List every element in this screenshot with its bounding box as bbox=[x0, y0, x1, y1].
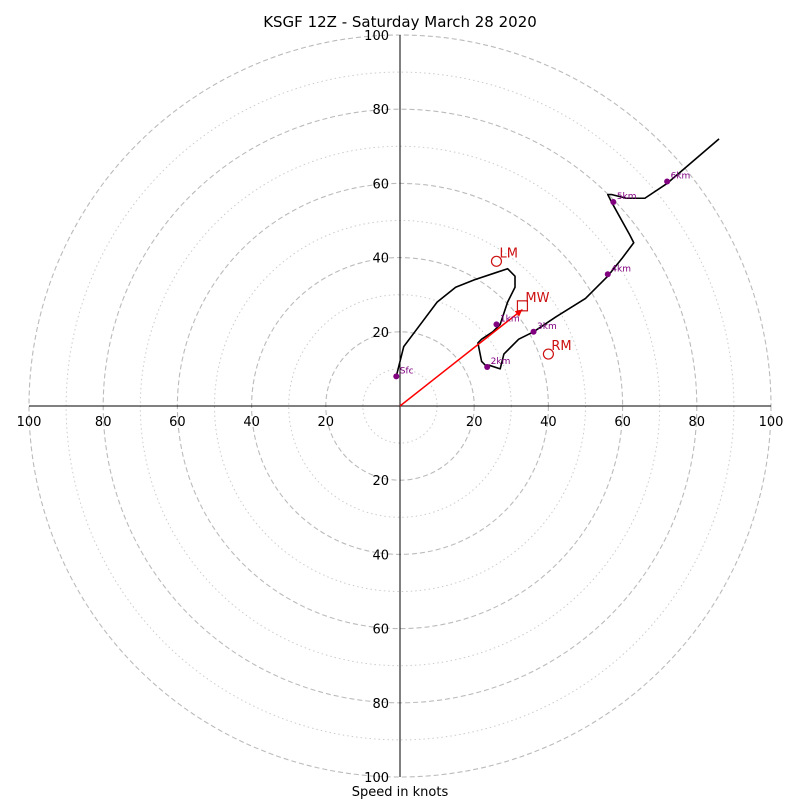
storm-motion-markers: LM MW RM bbox=[490, 246, 572, 360]
height-marker-6km bbox=[664, 178, 671, 185]
y-tick-down-100: 100 bbox=[364, 771, 389, 786]
x-tick-left-60: 60 bbox=[169, 415, 186, 430]
height-marker-4km bbox=[604, 271, 611, 278]
storm-label-mw: MW bbox=[525, 291, 549, 306]
height-marker-2km bbox=[484, 364, 491, 371]
tick-labels: 100 80 60 40 20 20 40 60 80 100 20 40 60 80 100 20 40 60 8… bbox=[17, 29, 784, 786]
x-tick-left-20: 20 bbox=[318, 415, 335, 430]
x-tick-right-40: 40 bbox=[540, 415, 557, 430]
height-marker-5km bbox=[610, 198, 617, 205]
x-tick-right-20: 20 bbox=[466, 415, 483, 430]
x-tick-right-100: 100 bbox=[759, 415, 784, 430]
y-tick-down-40: 40 bbox=[372, 548, 389, 563]
x-axis-label: Speed in knots bbox=[352, 785, 449, 800]
height-label-5km: 5km bbox=[617, 192, 637, 202]
y-tick-up-40: 40 bbox=[372, 252, 389, 267]
storm-label-rm: RM bbox=[551, 339, 571, 354]
height-label-3km: 3km bbox=[537, 322, 557, 332]
x-tick-left-40: 40 bbox=[243, 415, 260, 430]
height-label-1km: 1km bbox=[500, 314, 520, 324]
y-tick-down-60: 60 bbox=[372, 623, 389, 638]
y-tick-down-80: 80 bbox=[372, 697, 389, 712]
storm-marker-mw bbox=[516, 300, 529, 312]
height-marker-sfc bbox=[393, 373, 400, 380]
y-tick-up-100: 100 bbox=[364, 29, 389, 44]
y-tick-up-20: 20 bbox=[372, 326, 389, 341]
height-markers: Sfc 1km 2km 3km 4km 5km 6km bbox=[393, 172, 690, 380]
x-tick-right-80: 80 bbox=[689, 415, 706, 430]
y-tick-up-60: 60 bbox=[372, 177, 389, 192]
mean-wind-vector bbox=[399, 308, 523, 407]
y-tick-up-80: 80 bbox=[372, 103, 389, 118]
storm-label-lm: LM bbox=[499, 246, 517, 261]
x-tick-right-60: 60 bbox=[614, 415, 631, 430]
height-label-6km: 6km bbox=[671, 172, 691, 182]
height-label-2km: 2km bbox=[491, 357, 511, 367]
height-label-4km: 4km bbox=[611, 264, 631, 274]
height-marker-1km bbox=[493, 321, 500, 328]
y-tick-down-20: 20 bbox=[372, 474, 389, 489]
height-label-sfc: Sfc bbox=[400, 366, 414, 376]
x-tick-left-80: 80 bbox=[95, 415, 112, 430]
storm-marker-lm bbox=[490, 255, 503, 267]
x-tick-left-100: 100 bbox=[17, 415, 42, 430]
chart-title: KSGF 12Z - Saturday March 28 2020 bbox=[263, 13, 537, 31]
height-marker-3km bbox=[530, 328, 537, 335]
storm-marker-rm bbox=[542, 348, 555, 360]
